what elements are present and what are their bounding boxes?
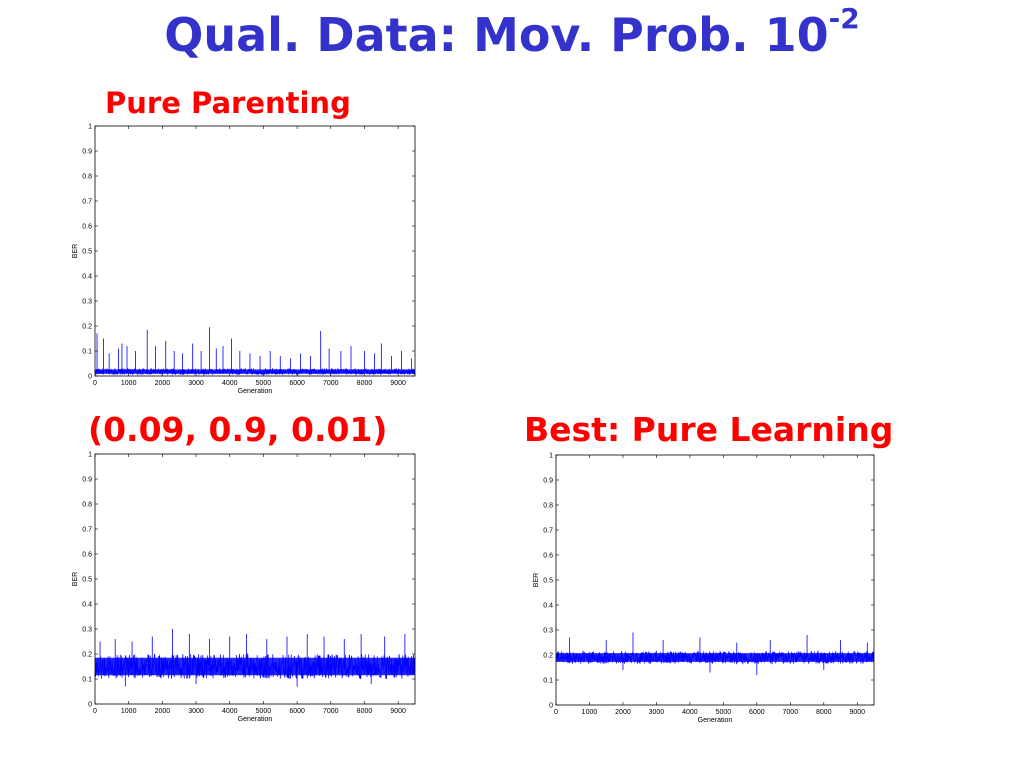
caption-best-pure-learning: Best: Pure Learning bbox=[524, 410, 894, 449]
y-tick-label: 0.3 bbox=[82, 299, 92, 306]
x-tick-label: 8000 bbox=[357, 380, 373, 387]
plot-frame bbox=[94, 125, 416, 377]
x-tick-label: 8000 bbox=[357, 708, 373, 715]
x-axis-label: Generation bbox=[238, 388, 273, 395]
y-tick-label: 0.6 bbox=[82, 224, 92, 231]
x-tick-label: 1000 bbox=[582, 709, 598, 716]
y-tick-label: 0.5 bbox=[82, 577, 92, 584]
y-tick-label: 0.7 bbox=[82, 527, 92, 534]
x-tick-label: 4000 bbox=[222, 380, 238, 387]
y-tick-label: 0.8 bbox=[543, 503, 553, 510]
x-tick-label: 3000 bbox=[188, 380, 204, 387]
x-tick-label: 3000 bbox=[188, 708, 204, 715]
plot-frame bbox=[555, 454, 875, 706]
y-tick-label: 0.8 bbox=[82, 502, 92, 509]
y-axis-label: BER bbox=[533, 573, 540, 587]
y-tick-label: 0.3 bbox=[543, 628, 553, 635]
series-ber bbox=[94, 327, 416, 376]
caption-pure-parenting: Pure Parenting bbox=[105, 86, 351, 120]
x-tick-label: 7000 bbox=[783, 709, 799, 716]
y-tick-label: 0.2 bbox=[543, 653, 553, 660]
y-tick-label: 0.9 bbox=[543, 478, 553, 485]
slide-title-superscript: -2 bbox=[828, 2, 860, 35]
y-tick-label: 0.7 bbox=[543, 528, 553, 535]
x-tick-label: 7000 bbox=[323, 708, 339, 715]
y-tick-label: 0.5 bbox=[82, 249, 92, 256]
series-band bbox=[556, 653, 874, 662]
x-tick-label: 9000 bbox=[390, 708, 406, 715]
y-tick-label: 0.7 bbox=[82, 199, 92, 206]
y-tick-label: 0 bbox=[549, 703, 553, 710]
series-ber bbox=[94, 629, 416, 687]
y-axis-label: BER bbox=[72, 244, 79, 258]
x-tick-label: 3000 bbox=[649, 709, 665, 716]
y-tick-label: 0.6 bbox=[82, 552, 92, 559]
chart-pure-learning: 0 0.1 0.2 0.3 0.4 0.5 0.6 0.7 0.8 0.9 1 0 1000 2000 30… bbox=[533, 453, 875, 724]
x-tick-label: 9000 bbox=[849, 709, 865, 716]
caption-mixed-parameters: (0.09, 0.9, 0.01) bbox=[88, 410, 388, 449]
x-tick-label: 4000 bbox=[682, 709, 698, 716]
y-tick-label: 0.5 bbox=[543, 578, 553, 585]
series-ber bbox=[555, 632, 875, 675]
x-tick-label: 5000 bbox=[716, 709, 732, 716]
y-tick-label: 0.9 bbox=[82, 149, 92, 156]
slide-title-text: Qual. Data: Mov. Prob. 10 bbox=[164, 8, 829, 62]
x-axis-label: Generation bbox=[698, 717, 733, 724]
y-tick-label: 1 bbox=[549, 453, 553, 460]
x-tick-label: 6000 bbox=[289, 380, 305, 387]
y-tick-label: 0.4 bbox=[82, 602, 92, 609]
y-tick-label: 0.4 bbox=[82, 274, 92, 281]
y-tick-label: 0.9 bbox=[82, 477, 92, 484]
y-tick-label: 0.8 bbox=[82, 174, 92, 181]
x-tick-label: 8000 bbox=[816, 709, 832, 716]
y-tick-label: 0.2 bbox=[82, 324, 92, 331]
x-tick-label: 2000 bbox=[155, 380, 171, 387]
x-tick-label: 4000 bbox=[222, 708, 238, 715]
x-tick-label: 9000 bbox=[390, 380, 406, 387]
y-tick-label: 1 bbox=[88, 124, 92, 131]
x-axis-label: Generation bbox=[238, 716, 273, 723]
y-tick-label: 0.1 bbox=[543, 678, 553, 685]
y-tick-label: 0.6 bbox=[543, 553, 553, 560]
chart-pure-parenting: 0 0.1 0.2 0.3 0.4 0.5 0.6 0.7 0.8 0.9 1 0 1000 2000 30… bbox=[72, 124, 416, 395]
x-tick-label: 0 bbox=[554, 709, 558, 716]
y-tick-label: 0.2 bbox=[82, 652, 92, 659]
y-tick-label: 0.4 bbox=[543, 603, 553, 610]
chart-mixed-parameters: 0 0.1 0.2 0.3 0.4 0.5 0.6 0.7 0.8 0.9 1 0 1000 2000 30… bbox=[72, 452, 416, 723]
x-tick-label: 5000 bbox=[256, 708, 272, 715]
y-tick-label: 0.1 bbox=[82, 349, 92, 356]
y-tick-label: 1 bbox=[88, 452, 92, 459]
y-tick-label: 0 bbox=[88, 374, 92, 381]
slide-title: Qual. Data: Mov. Prob. 10-2 bbox=[0, 2, 1024, 62]
y-tick-label: 0 bbox=[88, 702, 92, 709]
x-tick-label: 7000 bbox=[323, 380, 339, 387]
series-band bbox=[95, 369, 415, 374]
x-tick-label: 0 bbox=[93, 380, 97, 387]
x-tick-label: 2000 bbox=[615, 709, 631, 716]
x-tick-label: 2000 bbox=[155, 708, 171, 715]
x-tick-label: 1000 bbox=[121, 708, 137, 715]
y-tick-label: 0.1 bbox=[82, 677, 92, 684]
x-tick-label: 6000 bbox=[289, 708, 305, 715]
series-band bbox=[95, 657, 415, 676]
x-tick-label: 1000 bbox=[121, 380, 137, 387]
x-tick-label: 5000 bbox=[256, 380, 272, 387]
x-tick-label: 6000 bbox=[749, 709, 765, 716]
y-axis-label: BER bbox=[72, 572, 79, 586]
x-tick-label: 0 bbox=[93, 708, 97, 715]
y-tick-label: 0.3 bbox=[82, 627, 92, 634]
